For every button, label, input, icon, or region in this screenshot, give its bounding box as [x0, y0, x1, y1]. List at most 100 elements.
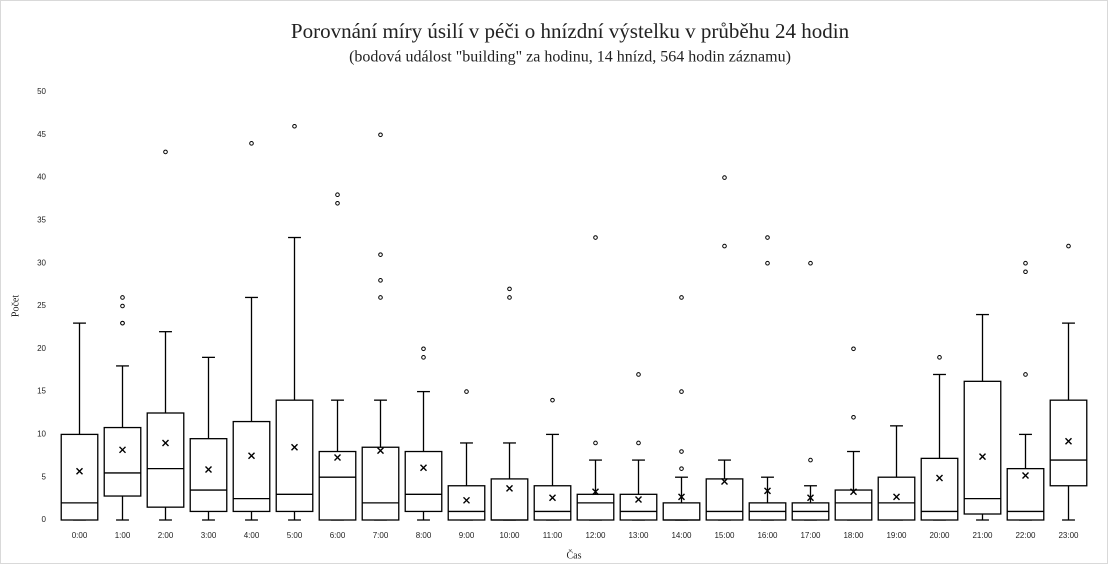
x-tick-label: 17:00 [800, 531, 821, 540]
y-tick-label: 20 [37, 344, 46, 353]
outlier [378, 278, 383, 283]
x-tick-label: 10:00 [499, 531, 520, 540]
x-tick-label: 14:00 [671, 531, 692, 540]
outlier [1023, 269, 1028, 275]
y-tick-label: 5 [42, 472, 47, 481]
outlier [679, 389, 684, 394]
outlier [722, 175, 727, 180]
x-tick-label: 4:00 [244, 531, 260, 540]
x-tick-label: 1:00 [115, 531, 131, 540]
x-tick-label: 2:00 [158, 531, 174, 540]
outlier [507, 295, 512, 300]
outlier [851, 414, 856, 420]
outlier [378, 252, 383, 257]
mean-marker [162, 439, 169, 447]
x-tick-label: 13:00 [628, 531, 649, 540]
mean-marker [936, 474, 943, 482]
mean-marker [291, 443, 298, 451]
mean-marker [248, 452, 255, 460]
outlier [765, 260, 770, 266]
mean-marker [463, 496, 470, 504]
box [576, 493, 615, 521]
outlier [808, 260, 813, 266]
y-tick-label: 15 [37, 387, 46, 396]
outlier [335, 192, 340, 198]
mean-marker [635, 495, 642, 503]
mean-marker [807, 494, 814, 502]
outlier [507, 286, 512, 292]
mean-marker [1022, 471, 1029, 479]
y-tick-label: 25 [37, 301, 46, 310]
box [490, 478, 529, 521]
x-tick-label: 11:00 [543, 531, 563, 540]
box [146, 412, 185, 508]
outlier [120, 295, 125, 300]
x-tick-label: 23:00 [1058, 531, 1079, 540]
chart-subtitle: (bodová událost "building" za hodinu, 14… [349, 49, 791, 66]
x-tick-label: 7:00 [373, 531, 389, 540]
outlier [421, 355, 426, 360]
x-tick-label: 22:00 [1015, 531, 1036, 540]
mean-marker [678, 493, 685, 501]
outlier [292, 123, 297, 129]
x-tick-label: 15:00 [714, 531, 735, 540]
outlier [636, 440, 641, 446]
outlier [1023, 260, 1028, 266]
x-tick-label: 16:00 [757, 531, 778, 540]
mean-marker [549, 494, 556, 502]
mean-marker [205, 466, 212, 473]
box [404, 450, 443, 513]
mean-marker [119, 446, 126, 454]
box [361, 446, 400, 521]
box [662, 502, 701, 521]
outlier [335, 200, 340, 206]
box [1049, 399, 1088, 487]
mean-marker [334, 454, 341, 462]
outlier [378, 132, 383, 138]
outlier [550, 397, 555, 403]
y-tick-label: 50 [37, 87, 46, 96]
outlier [937, 355, 942, 360]
y-tick-label: 40 [37, 173, 46, 182]
outlier [679, 295, 684, 300]
box [318, 450, 357, 521]
box [447, 485, 486, 521]
box [275, 399, 314, 513]
x-tick-label: 0:00 [72, 531, 88, 540]
outlier [249, 141, 254, 146]
mean-marker [850, 488, 857, 496]
outlier [464, 389, 469, 394]
x-tick-label: 5:00 [287, 531, 303, 540]
outlier [679, 449, 684, 454]
box [834, 489, 873, 521]
outlier [378, 295, 383, 300]
x-tick-label: 8:00 [416, 531, 432, 540]
outlier [679, 466, 684, 471]
box [189, 438, 228, 513]
mean-marker [893, 493, 900, 501]
outlier [421, 346, 426, 352]
outlier [1066, 243, 1071, 249]
chart-title: Porovnání míry úsilí v péči o hnízdní vý… [291, 19, 850, 43]
mean-marker [506, 484, 513, 492]
mean-marker [979, 453, 986, 461]
box [619, 493, 658, 521]
mean-marker [420, 464, 427, 472]
mean-marker [76, 467, 83, 475]
x-axis-label: Čas [567, 549, 582, 561]
x-tick-label: 9:00 [459, 531, 475, 540]
mean-marker [764, 487, 771, 495]
box [232, 420, 271, 513]
outlier [765, 235, 770, 240]
y-axis-label: Počet [10, 295, 21, 317]
x-tick-label: 3:00 [201, 531, 217, 540]
outlier [163, 149, 168, 155]
outlier [593, 235, 598, 240]
outlier [636, 372, 641, 377]
outlier [851, 346, 856, 352]
x-tick-label: 6:00 [330, 531, 346, 540]
y-tick-label: 0 [42, 515, 47, 524]
mean-marker [721, 477, 728, 485]
outlier [808, 457, 813, 463]
